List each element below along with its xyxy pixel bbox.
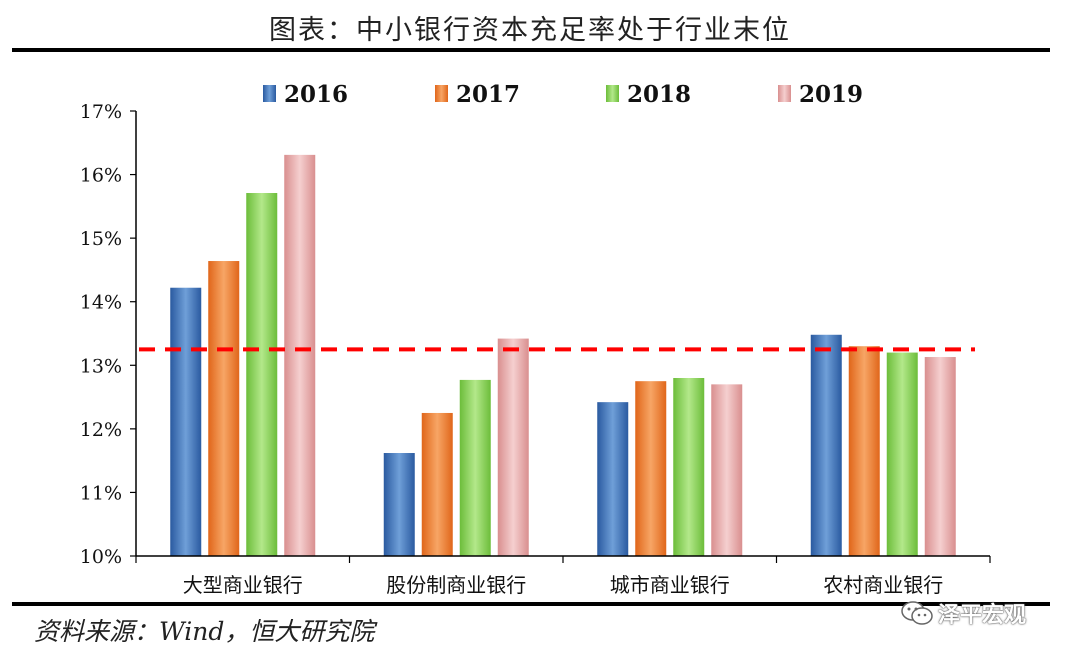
legend-swatch-2018 <box>606 85 619 102</box>
bar-2016 <box>810 334 842 556</box>
bar-2019 <box>711 384 743 556</box>
y-tick-label: 16% <box>80 165 122 187</box>
chart-title: 图表：中小银行资本充足率处于行业末位 <box>269 15 791 46</box>
y-tick-label: 17% <box>80 101 122 123</box>
top-rule <box>12 48 1050 52</box>
watermark: 泽平宏观 <box>900 597 1026 629</box>
x-tick-label: 城市商业银行 <box>610 573 730 597</box>
bar-2018 <box>673 378 705 556</box>
y-tick-label: 13% <box>80 355 122 377</box>
legend-label-2019: 2019 <box>799 81 863 108</box>
legend-swatch-2019 <box>778 85 791 102</box>
bar-2018 <box>886 352 918 556</box>
watermark-text: 泽平宏观 <box>938 603 1027 628</box>
bar-2019 <box>284 154 316 556</box>
wechat-icon <box>901 601 933 625</box>
bar-2017 <box>848 346 880 556</box>
legend-label-2016: 2016 <box>284 81 348 108</box>
y-tick-label: 15% <box>80 228 122 250</box>
legend-label-2018: 2018 <box>627 81 691 108</box>
bar-2018 <box>246 193 278 556</box>
x-tick-label: 大型商业银行 <box>183 573 303 597</box>
bottom-rule <box>12 602 1050 606</box>
bar-2019 <box>924 357 956 556</box>
y-tick-label: 10% <box>80 546 122 568</box>
y-tick-label: 12% <box>80 419 122 441</box>
x-tick-label: 农村商业银行 <box>823 573 943 597</box>
legend-label-2017: 2017 <box>456 81 520 108</box>
y-tick-label: 11% <box>80 482 122 504</box>
bar-2019 <box>497 338 529 556</box>
legend-swatch-2017 <box>435 85 448 102</box>
bar-2016 <box>597 402 629 556</box>
bar-2017 <box>208 261 240 556</box>
y-tick-label: 14% <box>80 292 122 314</box>
bar-2018 <box>459 379 491 556</box>
bar-2017 <box>635 381 667 556</box>
bar-2016 <box>383 453 415 556</box>
source-note: 资料来源：Wind，恒大研究院 <box>34 617 375 646</box>
bar-2016 <box>170 287 202 556</box>
x-tick-label: 股份制商业银行 <box>386 573 526 597</box>
legend-swatch-2016 <box>263 85 276 102</box>
bar-2017 <box>421 412 453 556</box>
